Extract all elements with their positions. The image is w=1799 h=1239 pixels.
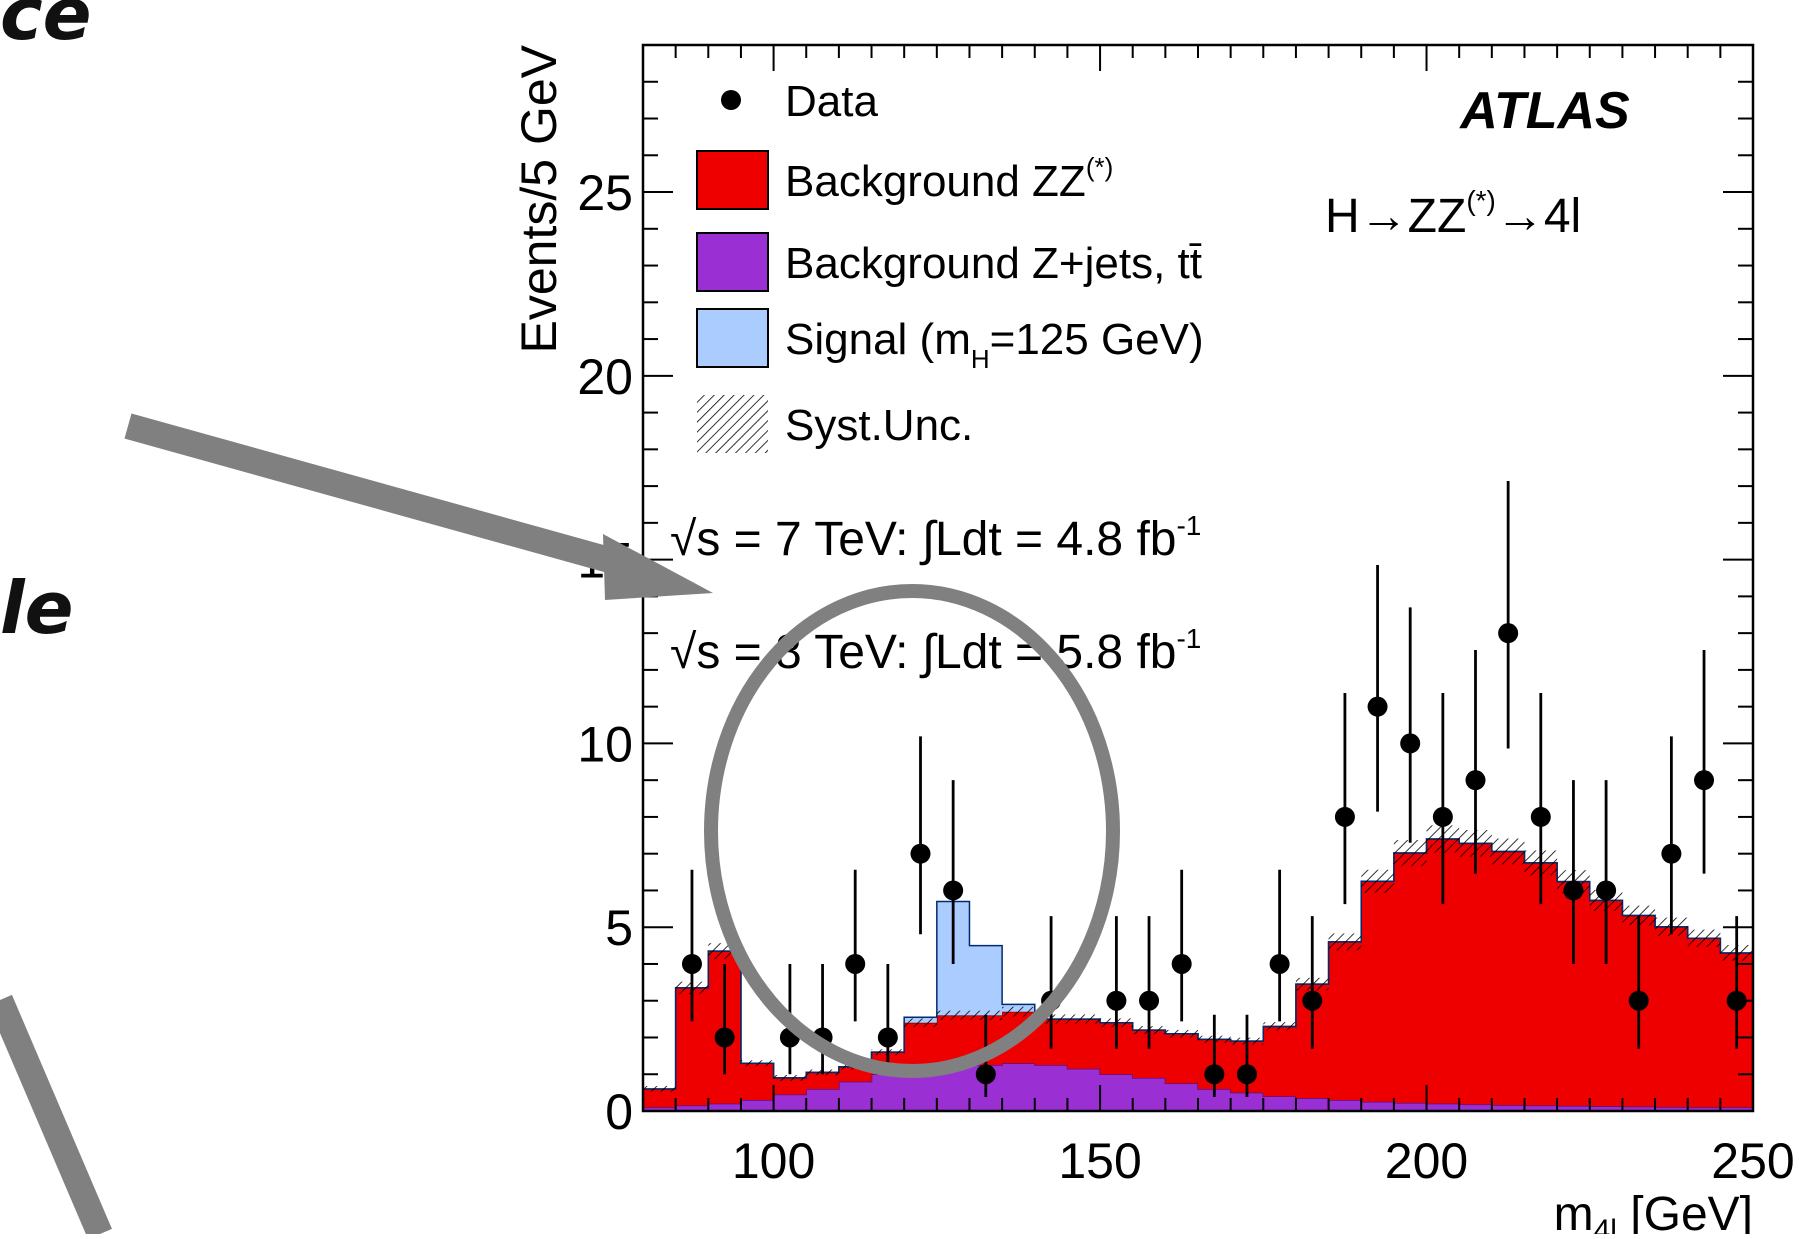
data-point bbox=[1400, 733, 1421, 754]
y-tick-label: 25 bbox=[577, 165, 633, 221]
plot-labels: m4l [GeV] Events/5 GeV ATLAS H→ZZ(*)→4l √s =… bbox=[511, 44, 1753, 1239]
legend-swatch bbox=[696, 150, 769, 210]
data-point bbox=[1661, 843, 1682, 864]
unc-bin bbox=[904, 1018, 937, 1028]
y-tick-label: 10 bbox=[577, 716, 633, 772]
legend-swatch bbox=[696, 308, 769, 368]
unc-bin bbox=[1165, 1029, 1198, 1038]
data-point bbox=[1530, 806, 1551, 827]
data-point bbox=[1726, 990, 1747, 1011]
y-tick-label: 5 bbox=[605, 900, 633, 956]
data-point bbox=[1106, 990, 1127, 1011]
slide-text-fragment-middle: le bbox=[0, 566, 74, 650]
unc-bin bbox=[1393, 840, 1427, 866]
y-tick-label: 0 bbox=[605, 1084, 633, 1140]
legend-label: Data bbox=[785, 77, 878, 126]
unc-bin bbox=[1328, 933, 1362, 951]
legend: Data Background ZZ(*) Background Z+jets, t… bbox=[696, 77, 1204, 453]
unc-bin bbox=[1491, 838, 1525, 865]
x-tick-label: 100 bbox=[732, 1133, 815, 1189]
slide-text-fragment-top: ce bbox=[0, 0, 92, 56]
unc-bin bbox=[1687, 929, 1721, 947]
data-point bbox=[1302, 990, 1323, 1011]
annotation-arrow-shaft bbox=[124, 413, 624, 576]
data-point bbox=[1171, 953, 1192, 974]
data-point bbox=[714, 1027, 735, 1048]
data-point bbox=[910, 843, 931, 864]
unc-bin bbox=[773, 1074, 807, 1081]
data-point bbox=[1204, 1064, 1225, 1085]
annotation-arrow-head bbox=[603, 534, 713, 600]
data-point bbox=[681, 953, 702, 974]
axes: 1001502002500510152025 bbox=[577, 44, 1795, 1189]
data-point bbox=[1628, 990, 1649, 1011]
annotation-circle bbox=[704, 584, 1120, 1078]
experiment-label: ATLAS bbox=[1458, 82, 1630, 140]
data-point bbox=[1465, 770, 1486, 791]
unc-bin bbox=[1361, 869, 1394, 893]
data-point bbox=[1269, 953, 1290, 974]
data-point bbox=[1596, 880, 1617, 901]
unc-bin bbox=[1263, 1022, 1296, 1031]
x-tick-label: 200 bbox=[1385, 1133, 1468, 1189]
legend-swatch bbox=[696, 232, 769, 292]
data-point bbox=[1236, 1064, 1257, 1085]
legend-hatch-swatch bbox=[697, 395, 768, 453]
x-axis-label: m4l [GeV] bbox=[1554, 1188, 1753, 1234]
legend-marker bbox=[721, 90, 741, 110]
unc-bin bbox=[740, 1060, 774, 1067]
data-point bbox=[1367, 696, 1388, 717]
x-tick-label: 250 bbox=[1711, 1133, 1794, 1189]
luminosity-line: √s = 8 TeV: ∫Ldt = 5.8 fb-1 bbox=[670, 623, 1201, 679]
data-point bbox=[1432, 806, 1453, 827]
process-label: H→ZZ(*)→4l bbox=[1325, 185, 1581, 243]
data-point bbox=[877, 1027, 898, 1048]
legend-label: Signal (mH=125 GeV) bbox=[785, 315, 1204, 374]
data-point bbox=[845, 953, 866, 974]
data-point bbox=[943, 880, 964, 901]
data-point bbox=[975, 1064, 996, 1085]
unc-bin bbox=[643, 1086, 676, 1092]
y-axis-label: Events/5 GeV bbox=[511, 44, 567, 353]
y-tick-label: 20 bbox=[577, 349, 633, 405]
unc-bin bbox=[1002, 1006, 1035, 1017]
luminosity-line: √s = 7 TeV: ∫Ldt = 4.8 fb-1 bbox=[670, 510, 1201, 566]
unc-bin bbox=[936, 1010, 970, 1021]
legend-label: Background Z+jets, tt̄ bbox=[785, 239, 1202, 288]
data-point bbox=[1139, 990, 1160, 1011]
data-point bbox=[1334, 806, 1355, 827]
x-tick-label: 150 bbox=[1058, 1133, 1141, 1189]
unc-bin bbox=[1067, 1014, 1101, 1024]
data-points bbox=[681, 480, 1747, 1097]
legend-label: Syst.Unc. bbox=[785, 401, 973, 450]
annotation-line bbox=[0, 994, 112, 1239]
data-point bbox=[1563, 880, 1584, 901]
data-point bbox=[1498, 623, 1519, 644]
data-point bbox=[1694, 770, 1715, 791]
legend-label: Background ZZ(*) bbox=[785, 152, 1113, 206]
slide-annotations bbox=[0, 413, 1120, 1239]
unc-bin bbox=[1622, 905, 1656, 926]
stack-series-1 bbox=[643, 838, 1753, 1108]
